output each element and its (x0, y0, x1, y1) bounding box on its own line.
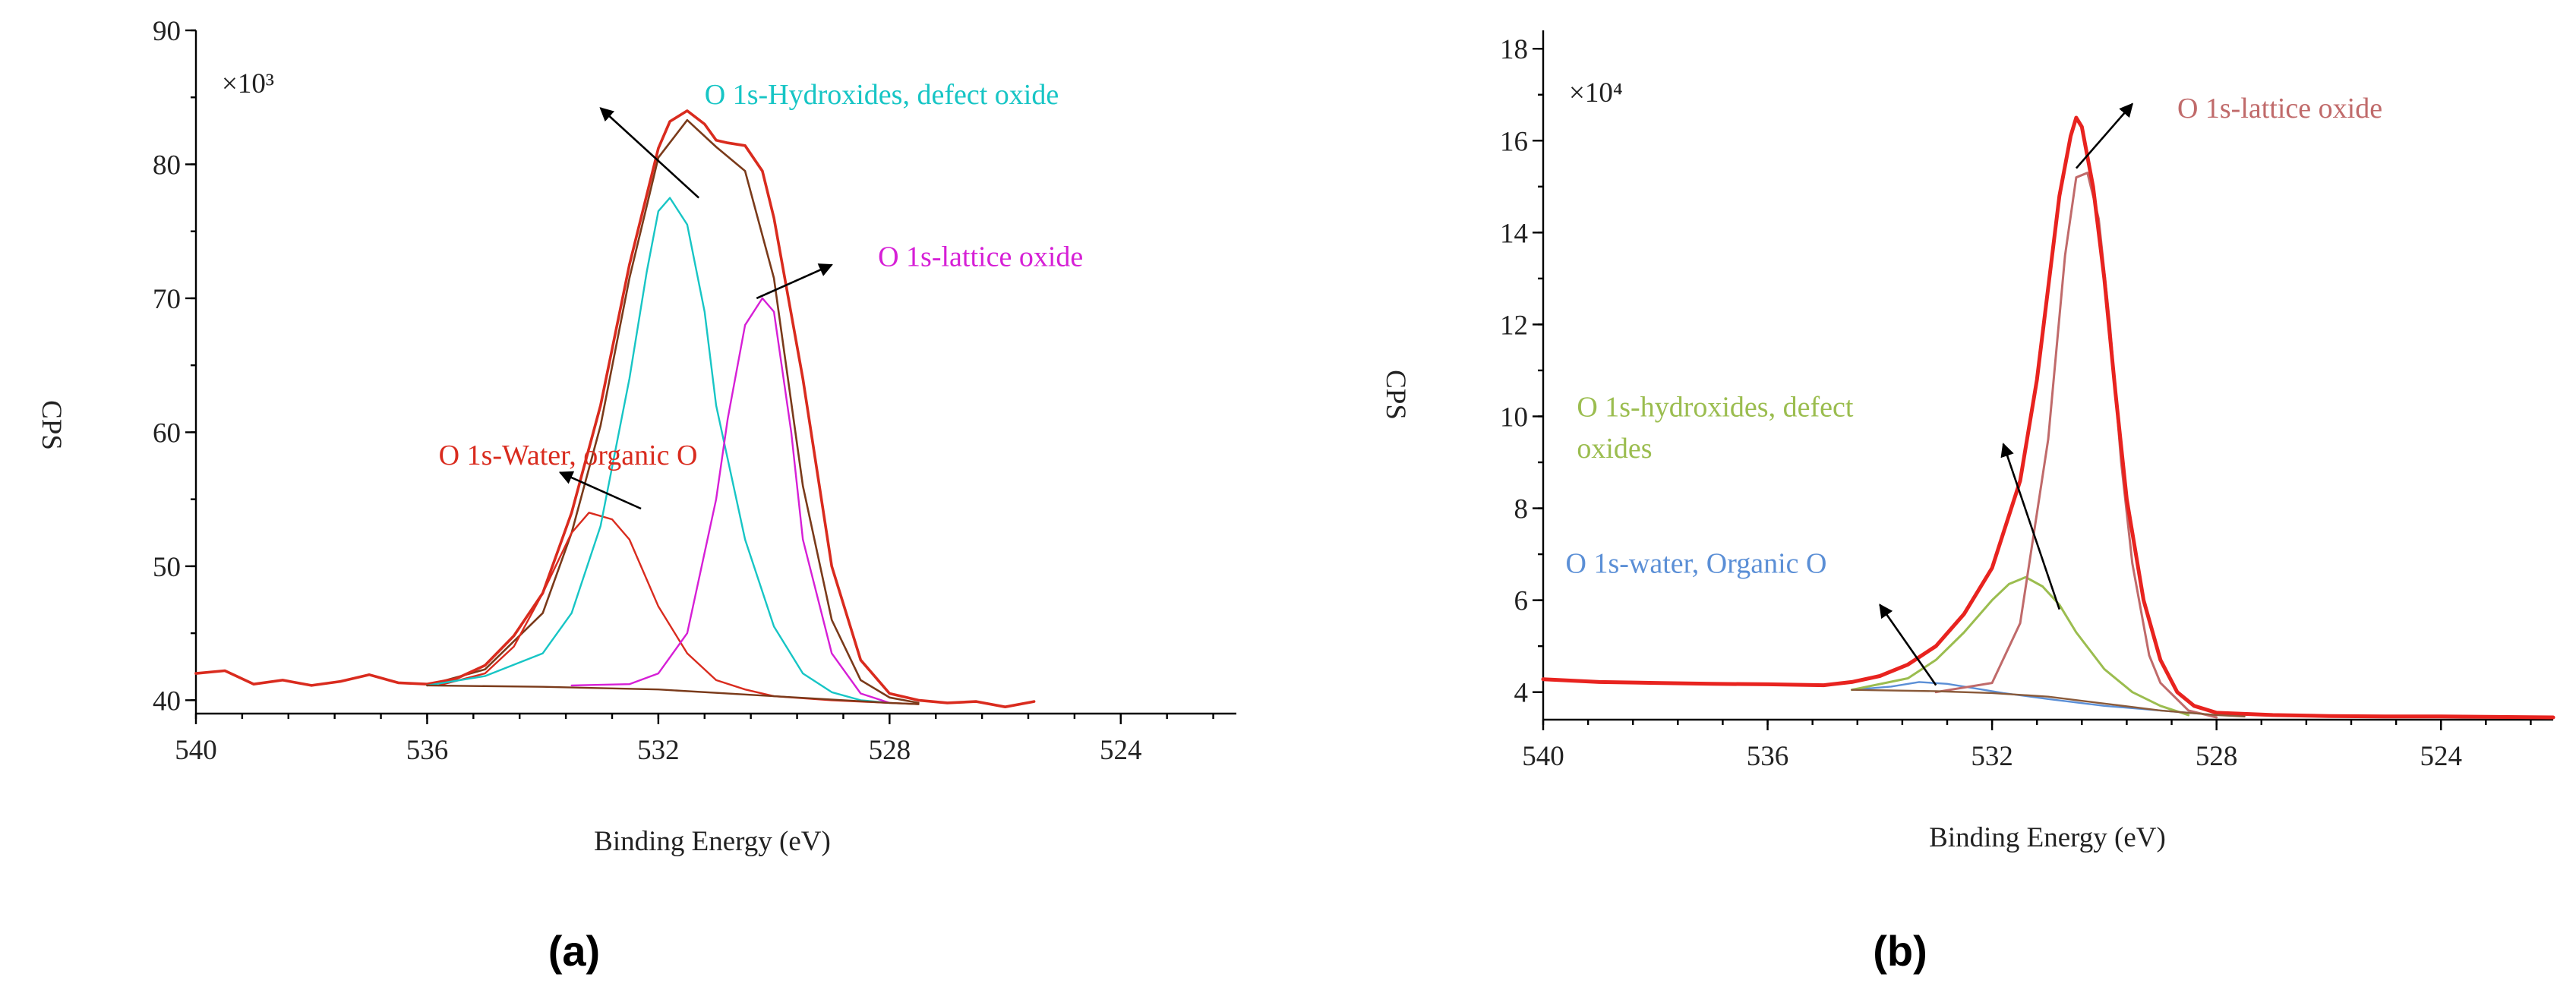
panel-b-x-tick-label: 536 (1747, 741, 1789, 772)
panel-b-annotations: O 1s-lattice oxide O 1s-hydroxides, defec… (1566, 93, 2382, 686)
panel-a-ticks: 540 536 532 528 524 40 50 60 70 80 90 (153, 16, 1214, 766)
panel-b-y-tick-label: 14 (1500, 218, 1528, 249)
panel-a-annotation-o-1s-water-organic-o: O 1s-Water, organic O (439, 440, 698, 471)
panel-b-label: (b) (1873, 927, 1927, 975)
panel-b-series-o-1s-hydroxides-defect-oxides (1850, 575, 2190, 717)
panel-b-annotation-o-1s-water-organic-o: O 1s-water, Organic O (1566, 547, 1827, 579)
panel-a-y-tick-label: 70 (153, 284, 181, 315)
panel-a-arrow-o-1s-hydroxides-defect-oxide (599, 107, 700, 199)
panel-a-y-label: CPS (36, 400, 67, 450)
panel-b-y-tick-label: 10 (1500, 402, 1528, 433)
panel-b-x-tick-label: 524 (2420, 741, 2462, 772)
panel-a-y-tick-label: 50 (153, 552, 181, 583)
panel-a-annotation-o-1s-lattice-oxide: O 1s-lattice oxide (878, 241, 1083, 273)
panel-b-series-o-1s-water-organic-o (1851, 681, 2218, 717)
panel-a-y-tick-label: 40 (153, 686, 181, 717)
panel-a-arrow-o-1s-lattice-oxide (756, 263, 833, 300)
panel-a-annotations: O 1s-Hydroxides, defect oxide O 1s-lattic… (439, 79, 1083, 510)
panel-b-chart: 540 536 532 528 524 4 6 8 10 12 14 16 18 O 1s-lattic… (1380, 30, 2555, 975)
panel-b-annotation-o-1s-hydroxides-defect: O 1s-hydroxides, defect (1577, 391, 1854, 423)
panel-a-y-tick-label: 60 (153, 418, 181, 449)
panel-a-chart: 540 536 532 528 524 40 50 60 70 80 90 O 1s-Hydroxi… (36, 16, 1236, 975)
panel-a-series-o-1s-water-organic-o (437, 512, 920, 705)
panel-a-series-fitted-envelope (426, 118, 920, 704)
panel-a-series-raw-spectrum (194, 109, 1036, 709)
panel-a-x-tick-label: 528 (869, 735, 911, 766)
panel-b-y-tick-label: 6 (1514, 586, 1529, 617)
panel-b-y-tick-label: 18 (1500, 34, 1528, 65)
panel-b-arrow-o-1s-hydroxides-defect (2000, 443, 2061, 610)
panel-a-y-tick-label: 80 (153, 150, 181, 181)
panel-b-annotation-o-1s-lattice-oxide: O 1s-lattice oxide (2177, 93, 2382, 124)
panel-a-x-tick-label: 532 (637, 735, 680, 766)
panel-b-y-tick-label: 8 (1514, 494, 1529, 525)
panel-a-x-tick-label: 524 (1100, 735, 1142, 766)
panel-a-series-o-1s-hydroxides-defect-oxide (426, 197, 891, 704)
panel-a-series-background (426, 684, 920, 705)
panel-b-series-raw-spectrum (1541, 115, 2555, 720)
panel-b-multiplier: ×10⁴ (1569, 77, 1623, 109)
panel-a-series (194, 109, 1036, 709)
panel-b-y-label: CPS (1380, 370, 1411, 420)
panel-b-series-o-1s-lattice-oxide (1934, 172, 2218, 719)
panel-b-y-tick-label: 12 (1500, 310, 1528, 341)
panel-b-series-background (1851, 689, 2246, 717)
panel-a-arrow-o-1s-water-organic-o (558, 471, 642, 510)
panel-b-x-tick-label: 540 (1522, 741, 1564, 772)
panel-a-annotation-o-1s-hydroxides-defect-oxide: O 1s-Hydroxides, defect oxide (705, 79, 1059, 111)
panel-b-annotation-oxides: oxides (1577, 433, 1652, 465)
panel-b-x-tick-label: 532 (1971, 741, 2013, 772)
panel-a-multiplier: ×10³ (222, 68, 274, 99)
panel-b-x-tick-label: 528 (2196, 741, 2238, 772)
panel-a-x-tick-label: 540 (175, 735, 217, 766)
panel-a-x-label: Binding Energy (eV) (594, 826, 831, 857)
panel-a-series-o-1s-lattice-oxide (570, 297, 891, 704)
panel-a-label: (a) (548, 927, 600, 975)
panel-b-arrow-o-1s-water-organic-o (1879, 604, 1937, 686)
panel-b-y-tick-label: 16 (1500, 126, 1528, 157)
panel-b-ticks: 540 536 532 528 524 4 6 8 10 12 14 16 18 (1500, 34, 2532, 772)
panel-a-y-tick-label: 90 (153, 16, 181, 47)
panel-b-y-tick-label: 4 (1514, 678, 1529, 709)
panel-b-x-label: Binding Energy (eV) (1929, 822, 2166, 853)
panel-b-arrow-o-1s-lattice-oxide (2075, 102, 2134, 169)
panel-b-series (1541, 115, 2555, 720)
panel-a-x-tick-label: 536 (406, 735, 449, 766)
